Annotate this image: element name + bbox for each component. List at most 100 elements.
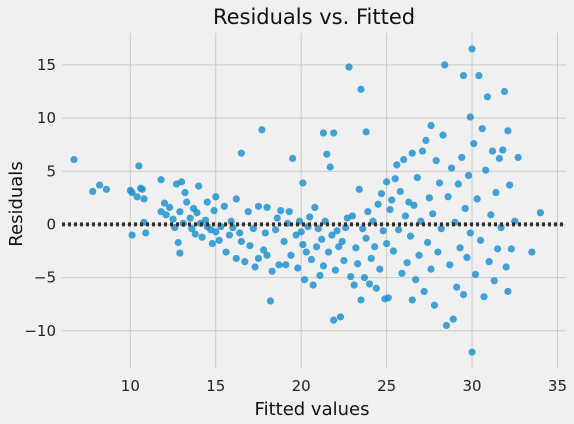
- data-point: [403, 259, 411, 267]
- data-point: [420, 287, 428, 296]
- data-point: [372, 284, 380, 292]
- data-point: [502, 263, 510, 271]
- data-point: [453, 283, 461, 291]
- data-point: [393, 161, 401, 169]
- data-point: [459, 291, 468, 299]
- data-point: [70, 155, 78, 164]
- data-point: [318, 235, 326, 243]
- data-point: [449, 315, 457, 323]
- data-point: [157, 176, 165, 184]
- data-point: [383, 239, 391, 248]
- data-point: [362, 128, 370, 136]
- data-point: [383, 178, 391, 186]
- data-point: [364, 208, 372, 216]
- data-point: [128, 188, 136, 197]
- data-point: [499, 146, 507, 154]
- data-point: [258, 126, 266, 134]
- data-point: [289, 154, 297, 163]
- data-point: [475, 71, 483, 80]
- data-point: [299, 179, 307, 187]
- data-point: [237, 237, 245, 246]
- data-point: [434, 248, 442, 256]
- data-point: [246, 242, 254, 250]
- data-point: [388, 196, 396, 204]
- data-point: [355, 185, 363, 193]
- data-point: [485, 258, 493, 266]
- x-tick-label: 10: [121, 377, 140, 395]
- data-point: [331, 266, 339, 274]
- data-point: [400, 155, 408, 164]
- data-point: [292, 231, 300, 239]
- data-point: [294, 264, 302, 272]
- y-axis-label: Residuals: [6, 161, 27, 246]
- data-point: [466, 113, 474, 121]
- data-point: [306, 213, 314, 221]
- data-point: [222, 248, 230, 256]
- data-point: [162, 211, 170, 219]
- data-point: [326, 163, 334, 171]
- data-point: [330, 316, 338, 324]
- data-point: [490, 277, 498, 285]
- data-point: [506, 181, 514, 189]
- data-point: [280, 237, 288, 246]
- data-point: [500, 87, 509, 96]
- data-point: [324, 248, 333, 256]
- data-point: [442, 321, 451, 330]
- data-point: [225, 231, 234, 239]
- data-point: [275, 261, 283, 269]
- data-point: [476, 236, 485, 244]
- data-point: [487, 211, 495, 219]
- data-point: [412, 276, 420, 284]
- data-point: [266, 297, 275, 305]
- data-point: [273, 214, 281, 222]
- data-point: [357, 296, 365, 304]
- data-point: [215, 236, 223, 244]
- data-point: [465, 171, 473, 180]
- data-point: [287, 251, 295, 259]
- data-point: [424, 238, 432, 247]
- data-point: [140, 195, 148, 203]
- data-point: [495, 154, 503, 163]
- data-point: [268, 267, 276, 275]
- data-point: [427, 121, 435, 130]
- data-point: [176, 208, 184, 216]
- data-point: [323, 150, 331, 158]
- data-point: [470, 140, 478, 148]
- y-tick-label: 10: [37, 109, 56, 127]
- x-tick-labels: 10 15 20 25 30 35: [121, 377, 567, 395]
- data-point: [458, 153, 466, 162]
- data-point: [352, 244, 360, 252]
- data-point: [432, 157, 440, 165]
- data-point: [466, 229, 474, 237]
- data-point: [482, 166, 490, 174]
- y-tick-label: 5: [46, 162, 56, 180]
- data-point: [220, 202, 228, 210]
- data-point: [371, 243, 379, 251]
- data-point: [142, 229, 150, 237]
- data-point: [282, 261, 290, 269]
- data-point: [379, 227, 387, 235]
- data-point: [261, 229, 269, 237]
- data-point: [353, 260, 362, 268]
- data-point: [456, 244, 464, 252]
- data-point: [301, 276, 309, 284]
- data-point: [241, 258, 249, 266]
- data-point: [413, 174, 421, 182]
- data-point: [181, 188, 189, 197]
- data-point: [297, 228, 305, 236]
- data-point: [459, 71, 468, 80]
- data-point: [347, 272, 355, 281]
- data-point: [468, 45, 476, 53]
- data-point: [95, 181, 104, 189]
- data-point: [461, 204, 469, 213]
- data-point: [437, 225, 445, 233]
- y-tick-label: −5: [34, 269, 56, 287]
- data-point: [183, 198, 191, 206]
- data-point: [212, 228, 220, 236]
- data-point: [350, 281, 358, 289]
- data-point: [447, 164, 456, 172]
- x-axis-label: Fitted values: [255, 399, 370, 420]
- data-point: [410, 201, 418, 209]
- data-point: [480, 293, 488, 301]
